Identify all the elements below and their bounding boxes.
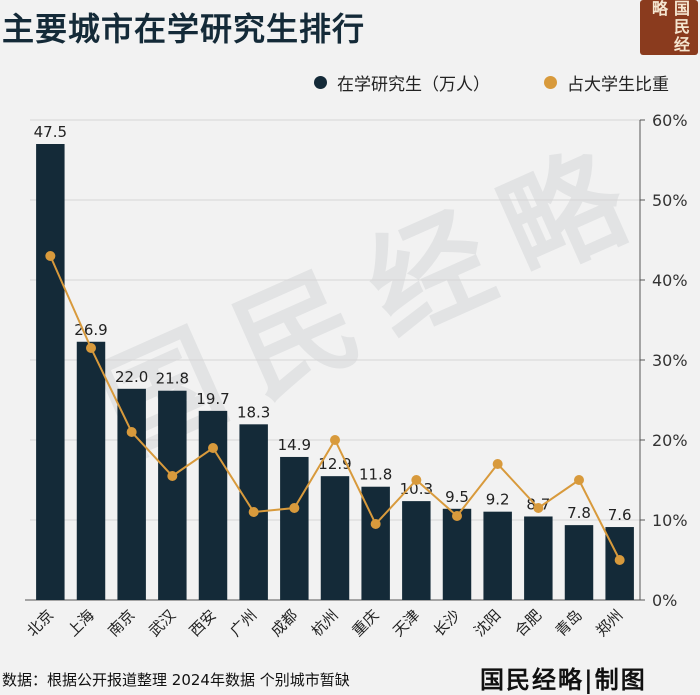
legend-item-share: 占大学生比重 [544, 70, 669, 95]
x-axis-category-label: 合肥 [511, 606, 545, 640]
bar-value-label: 12.9 [318, 455, 351, 473]
share-point [86, 343, 96, 353]
bar [117, 388, 146, 600]
right-axis-tick-label: 60% [652, 111, 688, 130]
x-axis-category-label: 杭州 [308, 606, 342, 640]
bar-value-label: 7.8 [567, 504, 591, 522]
x-axis-category-label: 上海 [64, 606, 98, 640]
bar [198, 410, 228, 600]
bar-value-label: 7.6 [608, 506, 632, 524]
footer-brand: 国民经略|制图 [480, 665, 647, 694]
share-point [330, 435, 340, 445]
share-point [208, 443, 218, 453]
share-point [289, 503, 300, 513]
x-axis-category-label: 成都 [267, 606, 301, 640]
x-axis-category-label: 南京 [105, 606, 139, 640]
share-point [574, 475, 584, 485]
share-point [492, 459, 503, 469]
share-point [45, 251, 56, 261]
x-axis-category-label: 重庆 [349, 606, 383, 640]
bar-value-label: 10.3 [400, 480, 433, 498]
share-point [533, 503, 544, 513]
chart-title: 主要城市在学研究生排行 [2, 10, 366, 48]
x-axis-category-label: 武汉 [145, 606, 179, 640]
legend-dot-line-icon [544, 76, 557, 89]
x-axis-category-label: 天津 [389, 606, 423, 640]
bar [158, 390, 187, 600]
bar-value-label: 11.8 [359, 466, 392, 484]
x-axis-category-label: 沈阳 [471, 606, 505, 640]
bar-value-label: 9.2 [486, 491, 510, 509]
bar [442, 508, 472, 600]
bar-value-label: 9.5 [445, 488, 469, 506]
bar [524, 516, 553, 600]
x-axis-category-label: 青岛 [552, 606, 586, 640]
right-axis-tick-label: 10% [652, 511, 688, 530]
share-point [167, 471, 178, 481]
bar-value-label: 19.7 [196, 390, 229, 408]
bar [483, 511, 512, 600]
share-point [411, 475, 422, 485]
right-axis-tick-label: 20% [652, 431, 688, 450]
bar-value-label: 26.9 [74, 321, 107, 339]
x-axis-category-label: 郑州 [593, 606, 627, 640]
data-source-note: 数据：根据公开报道整理 2024年数据 个别城市暂缺 [2, 671, 350, 689]
legend-dot-bar-icon [314, 76, 327, 89]
legend-label-graduates: 在学研究生（万人） [337, 75, 490, 95]
bar-value-label: 47.5 [34, 123, 67, 141]
bar [402, 501, 431, 600]
right-axis-tick-label: 40% [652, 271, 688, 290]
right-axis-tick-label: 30% [652, 351, 688, 370]
legend-label-share: 占大学生比重 [567, 75, 669, 95]
bar-value-label: 22.0 [115, 368, 148, 386]
bar-value-label: 14.9 [278, 436, 311, 454]
x-axis-category-label: 北京 [23, 606, 57, 640]
share-point [370, 519, 381, 529]
x-axis-category-label: 西安 [186, 606, 220, 640]
right-axis-tick-label: 0% [652, 591, 677, 610]
bar [76, 341, 106, 600]
bar [564, 525, 594, 600]
x-axis-category-label: 长沙 [430, 606, 464, 640]
share-point [126, 427, 137, 437]
share-point [452, 511, 462, 521]
bar [36, 144, 65, 600]
brand-seal: 国民经略 [640, 0, 698, 55]
bar-value-label: 18.3 [237, 403, 270, 421]
bar [320, 476, 350, 600]
bar [280, 456, 309, 600]
legend-item-graduates: 在学研究生（万人） [314, 70, 490, 95]
share-point [248, 507, 259, 517]
right-axis-tick-label: 50% [652, 191, 688, 210]
share-point [614, 555, 625, 565]
x-axis-category-label: 广州 [227, 606, 261, 640]
bar-value-label: 21.8 [156, 370, 189, 388]
